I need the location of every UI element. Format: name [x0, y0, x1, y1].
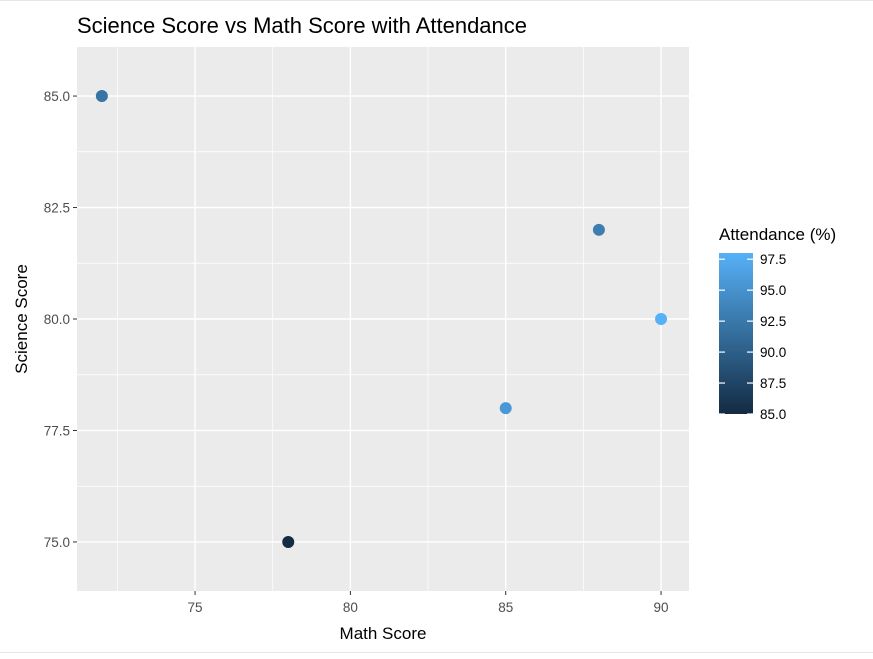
legend-tick-label: 90.0: [760, 345, 786, 360]
y-tick-label: 75.0: [44, 535, 70, 550]
y-tick-label: 77.5: [44, 423, 70, 438]
color-legend: Attendance (%) 97.5 95.0 92.5 90.0 87.5 85.0: [719, 225, 836, 422]
x-axis: 75 80 85 90: [188, 591, 669, 615]
legend-tick-label: 95.0: [760, 283, 786, 298]
data-point: [499, 402, 512, 415]
x-tick-label: 90: [654, 600, 669, 615]
data-point: [95, 90, 108, 103]
legend-colorbar: [719, 253, 753, 414]
y-axis: 75.0 77.5 80.0 82.5 85.0: [44, 89, 77, 550]
y-tick-label: 82.5: [44, 201, 70, 216]
x-tick-label: 85: [498, 600, 513, 615]
data-point: [282, 535, 295, 548]
y-axis-label: Science Score: [12, 264, 31, 374]
x-axis-label: Math Score: [340, 624, 427, 643]
legend-ticks: 97.5 95.0 92.5 90.0 87.5 85.0: [719, 252, 786, 422]
x-tick-label: 75: [188, 600, 203, 615]
legend-tick-label: 85.0: [760, 407, 786, 422]
legend-title: Attendance (%): [719, 225, 836, 244]
chart-title: Science Score vs Math Score with Attenda…: [77, 13, 527, 38]
y-tick-label: 85.0: [44, 89, 70, 104]
x-tick-label: 80: [343, 600, 358, 615]
legend-tick-label: 97.5: [760, 252, 786, 267]
major-gridlines: [77, 47, 689, 591]
data-point: [655, 313, 668, 325]
y-tick-label: 80.0: [44, 312, 70, 327]
legend-tick-label: 87.5: [760, 376, 786, 391]
legend-tick-label: 92.5: [760, 314, 786, 329]
data-point: [592, 223, 605, 236]
data-points: [95, 90, 668, 548]
